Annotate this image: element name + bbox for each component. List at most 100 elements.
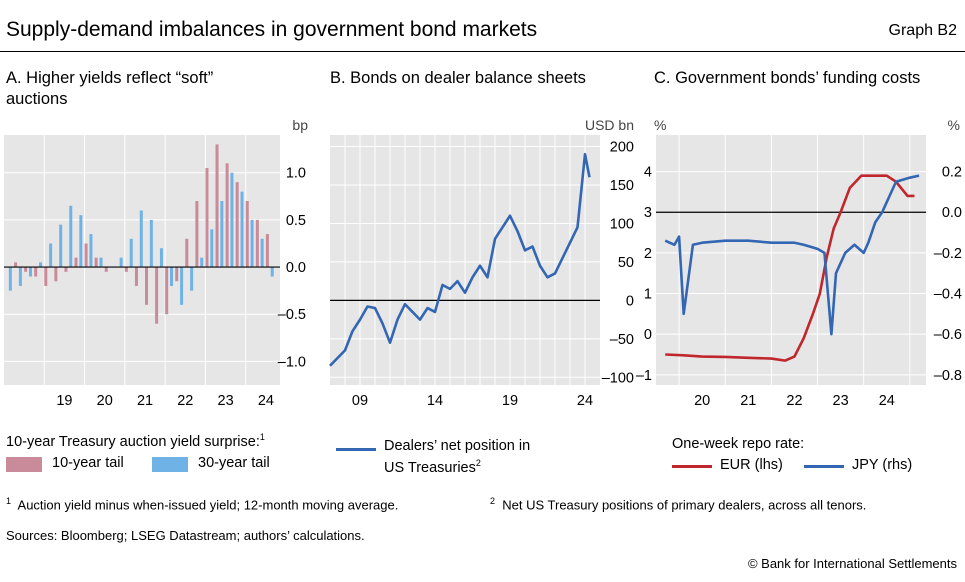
bar-10y	[44, 267, 48, 286]
bar-10y	[74, 257, 78, 268]
bar-10y	[235, 182, 239, 268]
bar-10y	[104, 267, 108, 272]
bar-30y	[250, 219, 254, 268]
bar-30y	[119, 257, 123, 268]
x-tick-label: 14	[427, 393, 443, 409]
x-tick-label: 24	[879, 393, 895, 409]
bar-10y	[54, 267, 58, 282]
bar-30y	[240, 191, 244, 268]
y-unit-label-left: %	[654, 117, 666, 133]
legend-label-eur: EUR (lhs)	[720, 457, 783, 473]
bar-30y	[220, 201, 224, 268]
x-tick-label: 24	[577, 393, 593, 409]
y-unit-label: USD bn	[585, 117, 634, 133]
y-tick-label-right: –0.6	[934, 327, 962, 343]
legend-label-jpy: JPY (rhs)	[852, 457, 913, 473]
bar-10y	[165, 267, 169, 315]
bar-30y	[129, 238, 133, 268]
y-tick-label: 0.0	[286, 260, 306, 276]
footnote-1-text: Auction yield minus when-issued yield; 1…	[17, 497, 399, 513]
bar-10y	[94, 257, 98, 268]
bar-30y	[89, 234, 93, 268]
y-tick-label: –1.0	[278, 354, 306, 370]
charts-canvas: 19 20 21 22 23 24–1.0–0.50.00.51.0bp 09 14 19 24…	[4, 117, 962, 409]
x-tick-label: 23	[833, 393, 849, 409]
bar-10y	[175, 267, 179, 282]
bar-30y	[139, 210, 143, 268]
page-title: Supply-demand imbalances in government b…	[6, 18, 538, 41]
y-tick-label-right: 0.0	[942, 205, 962, 221]
x-tick-label: 21	[137, 393, 153, 409]
series-line-jpy	[664, 174, 920, 336]
bar-10y	[245, 201, 249, 268]
y-tick-label-left: 2	[644, 246, 652, 262]
bar-30y	[260, 238, 264, 268]
legend-label-10y: 10-year tail	[52, 455, 124, 471]
y-tick-label-right: –0.8	[934, 368, 962, 384]
footnote-2-number: 2	[490, 496, 496, 506]
bar-30y	[200, 257, 204, 268]
legend-line-dealers	[336, 448, 376, 451]
panel-b-chart: 09 14 19 24 –100 –50 0 50 100 150 200 USD bn	[329, 117, 634, 409]
footnote-2-text: Net US Treasury positions of primary dea…	[502, 497, 867, 513]
bar-10y	[205, 168, 209, 268]
panel-a-title-line2: auctions	[6, 90, 68, 108]
panel-c-title: C. Government bonds’ funding costs	[654, 69, 921, 87]
legend-swatch-10y	[6, 457, 42, 472]
y-tick-label-left: –1	[636, 368, 652, 384]
footnote-2: 2 Net US Treasury positions of primary d…	[490, 496, 866, 512]
legend-label-dealers: Dealers’ net position in US Treasuries2	[384, 438, 530, 477]
sources: Sources: Bloomberg; LSEG Datastream; aut…	[6, 528, 365, 543]
bar-10y	[14, 262, 18, 268]
bar-10y	[225, 163, 229, 268]
bar-30y	[180, 267, 184, 305]
x-tick-label: 23	[218, 393, 234, 409]
bar-30y	[270, 267, 274, 277]
footnote-ref-1: 1	[259, 432, 265, 442]
bar-30y	[230, 172, 234, 268]
y-tick-label-left: 0	[644, 327, 652, 343]
bar-10y	[155, 267, 159, 324]
x-tick-label: 24	[258, 393, 274, 409]
panel-a-chart: 19 20 21 22 23 24 –1.0 –0.5 0.0 0.5 1.0 bp	[4, 117, 308, 409]
y-unit-label-right: %	[948, 117, 960, 133]
legend-label-30y: 30-year tail	[198, 455, 270, 471]
x-tick-label: 19	[56, 393, 72, 409]
panel-a-legend-heading-text: 10-year Treasury auction yield surprise:	[6, 433, 260, 450]
bar-30y	[210, 229, 214, 268]
legend-line-eur	[672, 465, 712, 468]
y-tick-label: 0.5	[286, 213, 306, 229]
footnote-ref-2: 2	[475, 458, 481, 468]
bar-30y	[59, 224, 63, 268]
y-tick-label-right: –0.4	[934, 287, 962, 303]
bar-10y	[255, 219, 259, 268]
bar-10y	[185, 238, 189, 268]
title-rule	[0, 51, 965, 52]
x-tick-label: 19	[502, 393, 518, 409]
y-tick-label-left: 1	[644, 287, 652, 303]
series-line-dealers	[329, 152, 591, 367]
bar-30y	[18, 267, 22, 286]
y-tick-label: 0	[626, 293, 634, 309]
legend-label-dealers-line1: Dealers’ net position in	[384, 438, 531, 454]
legend-label-dealers-line2: US Treasuries	[384, 459, 476, 476]
legend-line-jpy	[804, 465, 844, 468]
bar-30y	[69, 205, 73, 268]
y-tick-label-right: 0.2	[942, 165, 962, 181]
y-tick-label: 200	[610, 140, 634, 156]
bar-30y	[159, 248, 163, 268]
y-tick-label: –50	[610, 332, 634, 348]
bar-10y	[134, 267, 138, 286]
bar-30y	[99, 257, 103, 268]
x-tick-label: 21	[740, 393, 756, 409]
bar-30y	[39, 262, 43, 268]
bar-10y	[195, 201, 199, 268]
bar-10y	[124, 267, 128, 272]
panel-a-title-line1: A. Higher yields reflect “soft”	[6, 69, 214, 87]
panel-c-chart: 20 21 22 23 24–101234–0.8–0.6–0.4–0.20.00.2%…	[636, 117, 962, 409]
copyright: © Bank for International Settlements	[747, 556, 957, 571]
bar-30y	[49, 243, 53, 268]
plot-area	[656, 135, 926, 385]
bar-10y	[215, 144, 219, 268]
bar-30y	[79, 215, 83, 268]
